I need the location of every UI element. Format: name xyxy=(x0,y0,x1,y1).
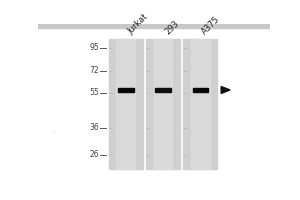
Bar xyxy=(155,88,171,92)
Bar xyxy=(118,88,134,92)
Text: 55: 55 xyxy=(89,88,99,97)
Polygon shape xyxy=(221,86,230,93)
Bar xyxy=(146,39,180,169)
Bar xyxy=(183,39,218,169)
Text: 95: 95 xyxy=(89,43,99,52)
Text: A375: A375 xyxy=(200,15,222,36)
Bar xyxy=(193,88,208,92)
Text: Jurkat: Jurkat xyxy=(126,13,149,36)
Bar xyxy=(154,39,172,169)
Text: 26: 26 xyxy=(89,150,99,159)
Bar xyxy=(109,39,143,169)
Text: ·: · xyxy=(53,129,55,135)
Text: 72: 72 xyxy=(89,66,99,75)
Bar xyxy=(38,24,270,28)
Bar xyxy=(116,39,135,169)
Text: 36: 36 xyxy=(89,123,99,132)
Text: 293: 293 xyxy=(163,19,181,36)
Bar xyxy=(191,39,210,169)
